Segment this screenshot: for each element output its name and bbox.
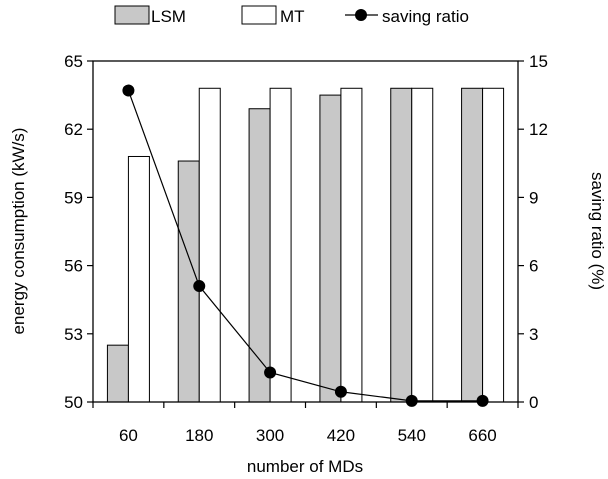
y-tick-label-53: 53 [64, 325, 83, 344]
legend-marker-saving-ratio [355, 9, 367, 21]
legend-label-lsm: LSM [151, 7, 186, 26]
y2-ticks: 0 3 6 9 12 15 [518, 52, 548, 412]
bar-mt-60 [127, 155, 150, 403]
bars [106, 87, 505, 403]
legend: LSM MT saving ratio [114, 5, 469, 26]
x-tick-label-300: 300 [256, 426, 284, 445]
legend-swatch-mt [241, 5, 277, 25]
y2-tick-label-6: 6 [529, 257, 538, 276]
y2-axis-label: saving ratio (%) [588, 172, 607, 290]
point-saving-ratio-300 [264, 366, 277, 379]
plot-frame [92, 60, 519, 403]
x-tick-label-180: 180 [185, 426, 213, 445]
legend-swatch-lsm [114, 5, 150, 25]
y-tick-label-62: 62 [64, 120, 83, 139]
point-saving-ratio-420 [334, 385, 347, 398]
y-ticks: 50 53 56 59 62 65 [64, 52, 93, 412]
x-tick-label-660: 660 [468, 426, 496, 445]
legend-label-mt: MT [280, 7, 305, 26]
legend-label-saving-ratio: saving ratio [382, 7, 469, 26]
y2-tick-label-3: 3 [529, 325, 538, 344]
y-tick-label-56: 56 [64, 257, 83, 276]
bar-mt-540 [411, 87, 434, 403]
bar-mt-300 [269, 87, 292, 403]
y-tick-label-59: 59 [64, 188, 83, 207]
line-saving-ratio [127, 90, 483, 402]
line-layer [122, 84, 489, 407]
y2-tick-label-15: 15 [529, 52, 548, 71]
x-ticks: 60 180 300 420 540 660 [92, 402, 519, 445]
bar-mt-660 [482, 87, 505, 403]
x-tick-label-420: 420 [327, 426, 355, 445]
y2-tick-label-0: 0 [529, 393, 538, 412]
bar-mt-420 [340, 87, 363, 403]
point-saving-ratio-660 [476, 394, 489, 407]
y-tick-label-50: 50 [64, 393, 83, 412]
point-saving-ratio-180 [193, 280, 206, 293]
x-axis-label: number of MDs [247, 457, 363, 476]
bar-lsm-660 [461, 87, 484, 403]
x-tick-label-60: 60 [119, 426, 138, 445]
bar-lsm-540 [390, 87, 413, 403]
bar-lsm-420 [319, 94, 342, 403]
y-axis-label: energy consumption (kW/s) [9, 128, 28, 335]
bar-lsm-60 [106, 344, 129, 403]
y2-tick-label-9: 9 [529, 188, 538, 207]
bar-lsm-300 [248, 108, 271, 403]
point-saving-ratio-540 [405, 394, 418, 407]
bar-mt-180 [198, 87, 221, 403]
y2-tick-label-12: 12 [529, 120, 548, 139]
point-saving-ratio-60 [122, 84, 135, 97]
y-tick-label-65: 65 [64, 52, 83, 71]
x-tick-label-540: 540 [398, 426, 426, 445]
